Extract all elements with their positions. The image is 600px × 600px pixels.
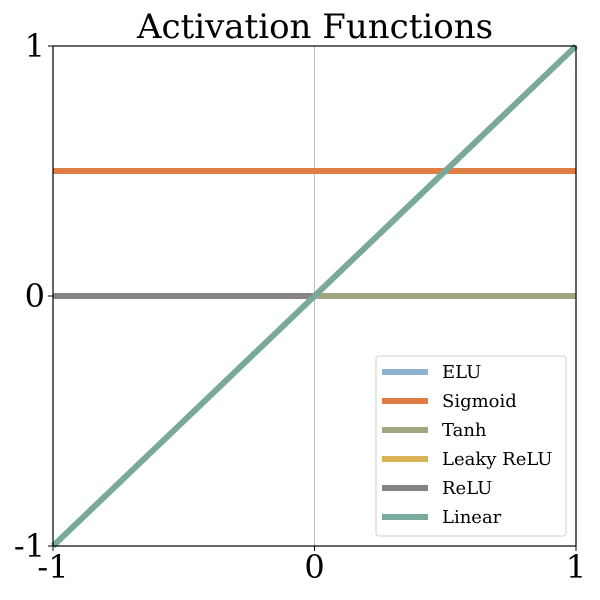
legend-label-5: Linear <box>442 507 502 528</box>
x-tick-label-0: -1 <box>37 548 68 586</box>
series-layer <box>50 43 579 549</box>
series-line-linear <box>50 43 579 549</box>
y-tick-label-1: 0 <box>25 277 45 315</box>
x-tick-label-2: 1 <box>566 548 586 586</box>
legend-item-elu: ELU <box>382 362 481 383</box>
legend-item-tanh: Tanh <box>382 420 487 441</box>
legend-label-1: Sigmoid <box>442 391 517 412</box>
legend-item-linear: Linear <box>382 507 502 528</box>
ticks-layer: -1 0 1 -1 0 1 <box>14 27 586 586</box>
legend: ELU Sigmoid Tanh Leaky ReLU ReLU Linear <box>375 355 567 537</box>
legend-label-4: ReLU <box>442 478 492 499</box>
y-tick-label-0: -1 <box>14 527 45 565</box>
legend-label-3: Leaky ReLU <box>442 449 552 470</box>
x-tick-label-1: 0 <box>304 548 324 586</box>
legend-label-0: ELU <box>442 362 481 383</box>
legend-label-2: Tanh <box>442 420 487 441</box>
chart-title: Activation Functions <box>136 7 493 47</box>
legend-item-sigmoid: Sigmoid <box>382 391 517 412</box>
plot-area: -1 0 1 -1 0 1 <box>14 27 586 586</box>
legend-items: ELU Sigmoid Tanh Leaky ReLU ReLU Linear <box>382 362 552 528</box>
legend-item-leaky-relu: Leaky ReLU <box>382 449 552 470</box>
y-tick-label-2: 1 <box>25 27 45 65</box>
legend-item-relu: ReLU <box>382 478 492 499</box>
